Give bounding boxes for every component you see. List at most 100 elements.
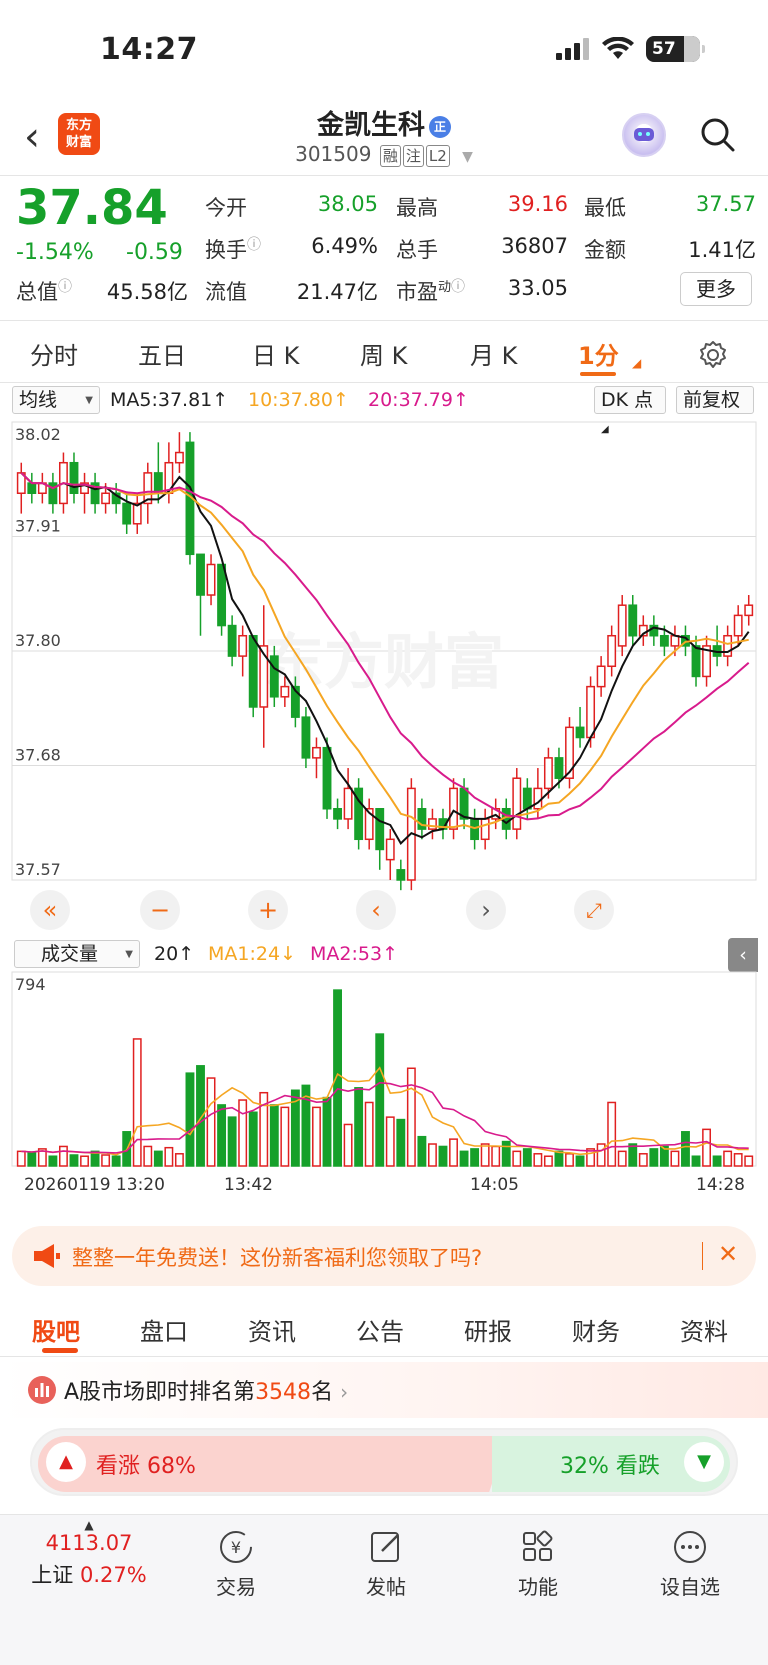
app-logo: 东方 财富 xyxy=(58,113,100,155)
prev-icon[interactable]: ‹ xyxy=(356,890,396,930)
bullish-arrow-icon[interactable]: ▲ xyxy=(46,1442,86,1482)
tab-monthly-k[interactable]: 月 K xyxy=(470,342,518,370)
index-quote[interactable]: ▲ 4113.07 上证 0.27% xyxy=(24,1519,154,1589)
candle-up xyxy=(428,818,437,830)
info-icon[interactable]: ⓘ xyxy=(247,237,261,253)
more-dots-icon xyxy=(674,1531,706,1563)
tab-intraday[interactable]: 分时 xyxy=(30,342,78,370)
volume-bar xyxy=(59,1145,68,1167)
vol-ma1-value: MA1:24↓ xyxy=(208,943,296,965)
assistant-robot-icon[interactable] xyxy=(622,113,666,157)
candle-up xyxy=(744,604,754,617)
tab-financials[interactable]: 财务 xyxy=(572,1318,620,1346)
bearish-arrow-icon[interactable]: ▼ xyxy=(684,1442,724,1482)
vol-ma2-line xyxy=(21,1081,749,1154)
volume-bar xyxy=(90,1150,100,1167)
status-icons: 57 xyxy=(556,36,705,62)
close-icon[interactable]: ✕ xyxy=(718,1240,739,1268)
candle-up xyxy=(733,614,743,637)
tab-order-book[interactable]: 盘口 xyxy=(140,1318,188,1346)
megaphone-icon xyxy=(34,1244,60,1268)
volume-bar xyxy=(628,1143,638,1167)
tab-daily-k[interactable]: 日 K xyxy=(252,342,300,370)
candlestick-chart[interactable]: 38.02 37.91 37.80 37.68 37.57 东方财富 xyxy=(0,418,768,938)
promo-banner[interactable]: 整整一年免费送！这份新客福利您领取了吗? ✕ xyxy=(12,1226,756,1286)
candle-up xyxy=(449,787,458,830)
nav-trade[interactable]: ¥ 交易 xyxy=(176,1529,296,1600)
scroll-left-icon[interactable]: « xyxy=(30,890,70,930)
market-rank-row[interactable]: A股市场即时排名第3548名 › xyxy=(0,1362,768,1418)
volume-bar xyxy=(744,1155,754,1167)
collapse-panel-icon[interactable]: ‹ xyxy=(728,938,758,972)
forward-adjust-button[interactable]: 前复权 xyxy=(676,386,754,414)
ma-selector[interactable]: 均线 ▼ xyxy=(12,386,100,414)
volume-bar xyxy=(396,1118,406,1167)
nav-functions[interactable]: 功能 xyxy=(478,1529,598,1600)
search-icon[interactable] xyxy=(700,117,736,153)
quote-panel: 37.84 -1.54% -0.59 今开 38.05 最高 39.16 最低 … xyxy=(0,178,768,318)
change-percent: -1.54% xyxy=(16,240,94,265)
bullish-fill[interactable] xyxy=(38,1436,508,1492)
tab-profile[interactable]: 资料 xyxy=(680,1318,728,1346)
volume-bar xyxy=(174,1153,184,1167)
tab-news[interactable]: 资讯 xyxy=(248,1318,296,1346)
volume-chart[interactable]: 794 20260119 13:20 13:42 14:05 14:28 xyxy=(0,970,768,1214)
vol-ma1-line xyxy=(21,1066,749,1156)
candle-up xyxy=(596,665,606,688)
volume-selector[interactable]: 成交量 ▼ xyxy=(14,940,140,968)
nav-add-watchlist[interactable]: 设自选 xyxy=(630,1529,750,1600)
mktcap-value: 45.58亿 xyxy=(106,280,188,304)
zoom-in-icon[interactable]: + xyxy=(248,890,288,930)
change-amount: -0.59 xyxy=(126,240,183,265)
zoom-out-icon[interactable]: − xyxy=(140,890,180,930)
volume-bar xyxy=(617,1150,627,1167)
edit-post-icon xyxy=(371,1532,399,1562)
ma10-line xyxy=(20,472,749,830)
tab-1min[interactable]: 1分 xyxy=(578,342,619,370)
stock-code-row[interactable]: 301509 融注 L2 ▼ xyxy=(0,142,768,167)
volume-bar xyxy=(312,1106,321,1167)
rank-text: A股市场即时排名第3548名 › xyxy=(64,1380,349,1405)
candle-up xyxy=(702,645,711,678)
tab-five-day[interactable]: 五日 xyxy=(138,342,186,370)
info-icon[interactable]: ⓘ xyxy=(451,279,466,295)
volume-bar xyxy=(670,1150,680,1167)
tab-guba[interactable]: 股吧 xyxy=(32,1318,80,1346)
candle-down xyxy=(196,553,205,596)
info-icon[interactable]: ⓘ xyxy=(58,279,72,295)
tab-weekly-k[interactable]: 周 K xyxy=(360,342,408,370)
volume-bar xyxy=(206,1077,216,1167)
candle-up xyxy=(343,787,353,820)
next-icon[interactable]: › xyxy=(466,890,506,930)
candle-down xyxy=(27,482,37,494)
candle-up xyxy=(132,502,142,525)
candle-up xyxy=(16,472,26,494)
volume-bar xyxy=(480,1143,490,1167)
nav-post[interactable]: 发帖 xyxy=(326,1529,446,1600)
dk-point-button[interactable]: DK 点◢ xyxy=(594,386,666,435)
grid-apps-icon xyxy=(523,1530,553,1561)
candle-up xyxy=(586,685,596,739)
candle-up xyxy=(565,726,574,779)
candle-up xyxy=(543,757,553,790)
fullscreen-icon[interactable]: ⤢ xyxy=(574,890,614,930)
volume-bar xyxy=(691,1155,701,1167)
tab-announcements[interactable]: 公告 xyxy=(356,1318,404,1346)
y-tick-label: 37.68 xyxy=(15,746,61,765)
volume-bar xyxy=(143,1145,153,1167)
open-label: 今开 xyxy=(205,196,247,220)
more-button[interactable]: 更多 xyxy=(680,272,752,306)
volume-value: 36807 xyxy=(501,234,568,258)
back-chevron-icon[interactable]: ‹ xyxy=(24,114,40,160)
signal-icon xyxy=(556,38,589,60)
settings-gear-icon[interactable] xyxy=(698,340,728,370)
volume-value: 20↑ xyxy=(154,943,195,965)
candle-down xyxy=(575,726,585,739)
candle-down xyxy=(69,461,79,494)
candle-up xyxy=(80,482,89,494)
volume-label: 总手 xyxy=(396,238,438,262)
volume-bar xyxy=(185,1072,195,1167)
tab-research[interactable]: 研报 xyxy=(464,1318,512,1346)
volume-bar xyxy=(248,1111,258,1167)
dropdown-triangle-icon[interactable]: ▼ xyxy=(462,149,473,165)
